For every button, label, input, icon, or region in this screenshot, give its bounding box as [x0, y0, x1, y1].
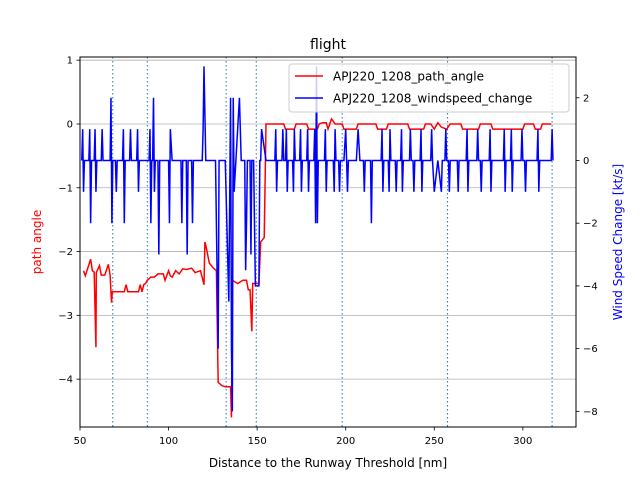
left-y-tick-label: −4	[58, 375, 73, 386]
x-axis-ticks: 50 100 150 200 250 300	[74, 427, 532, 447]
left-y-tick-label: 1	[67, 56, 73, 67]
left-y-tick-label: 0	[67, 119, 73, 130]
right-y-axis-ticks: −8 −6 −4 −2 0 2	[576, 93, 598, 418]
legend: APJ220_1208_path_angle APJ220_1208_winds…	[288, 63, 570, 113]
left-y-axis-label: path angle	[30, 210, 44, 274]
right-y-tick-label: 2	[583, 93, 589, 104]
x-tick-label: 150	[248, 436, 267, 447]
chart-title: flight	[310, 37, 346, 53]
right-y-tick-label: −4	[583, 281, 598, 292]
series-line-path-angle	[82, 117, 552, 418]
left-y-tick-label: −1	[58, 183, 73, 194]
x-tick-label: 250	[425, 436, 444, 447]
legend-label-windspeed-change: APJ220_1208_windspeed_change	[333, 92, 532, 106]
legend-box	[288, 63, 570, 113]
legend-label-path-angle: APJ220_1208_path_angle	[333, 70, 484, 84]
vertical-reference-lines	[112, 57, 553, 427]
series-line-windspeed-change	[81, 66, 554, 412]
plot-area-frame	[79, 56, 577, 428]
right-y-tick-label: −2	[583, 219, 598, 230]
series-layer	[81, 66, 554, 418]
x-tick-label: 200	[336, 436, 355, 447]
left-y-tick-label: −3	[58, 311, 73, 322]
left-y-tick-label: −2	[58, 247, 73, 258]
x-tick-label: 300	[513, 436, 532, 447]
right-y-tick-label: −6	[583, 344, 598, 355]
right-y-axis-label: Wind Speed Change [kt/s]	[611, 164, 625, 320]
x-tick-label: 100	[159, 436, 178, 447]
right-y-tick-label: −8	[583, 407, 598, 418]
x-tick-label: 50	[74, 436, 87, 447]
left-y-axis-ticks: −4 −3 −2 −1 0 1	[58, 56, 80, 386]
grid-lines	[80, 59, 576, 380]
x-axis-label: Distance to the Runway Threshold [nm]	[209, 456, 447, 470]
right-y-tick-label: 0	[583, 156, 589, 167]
